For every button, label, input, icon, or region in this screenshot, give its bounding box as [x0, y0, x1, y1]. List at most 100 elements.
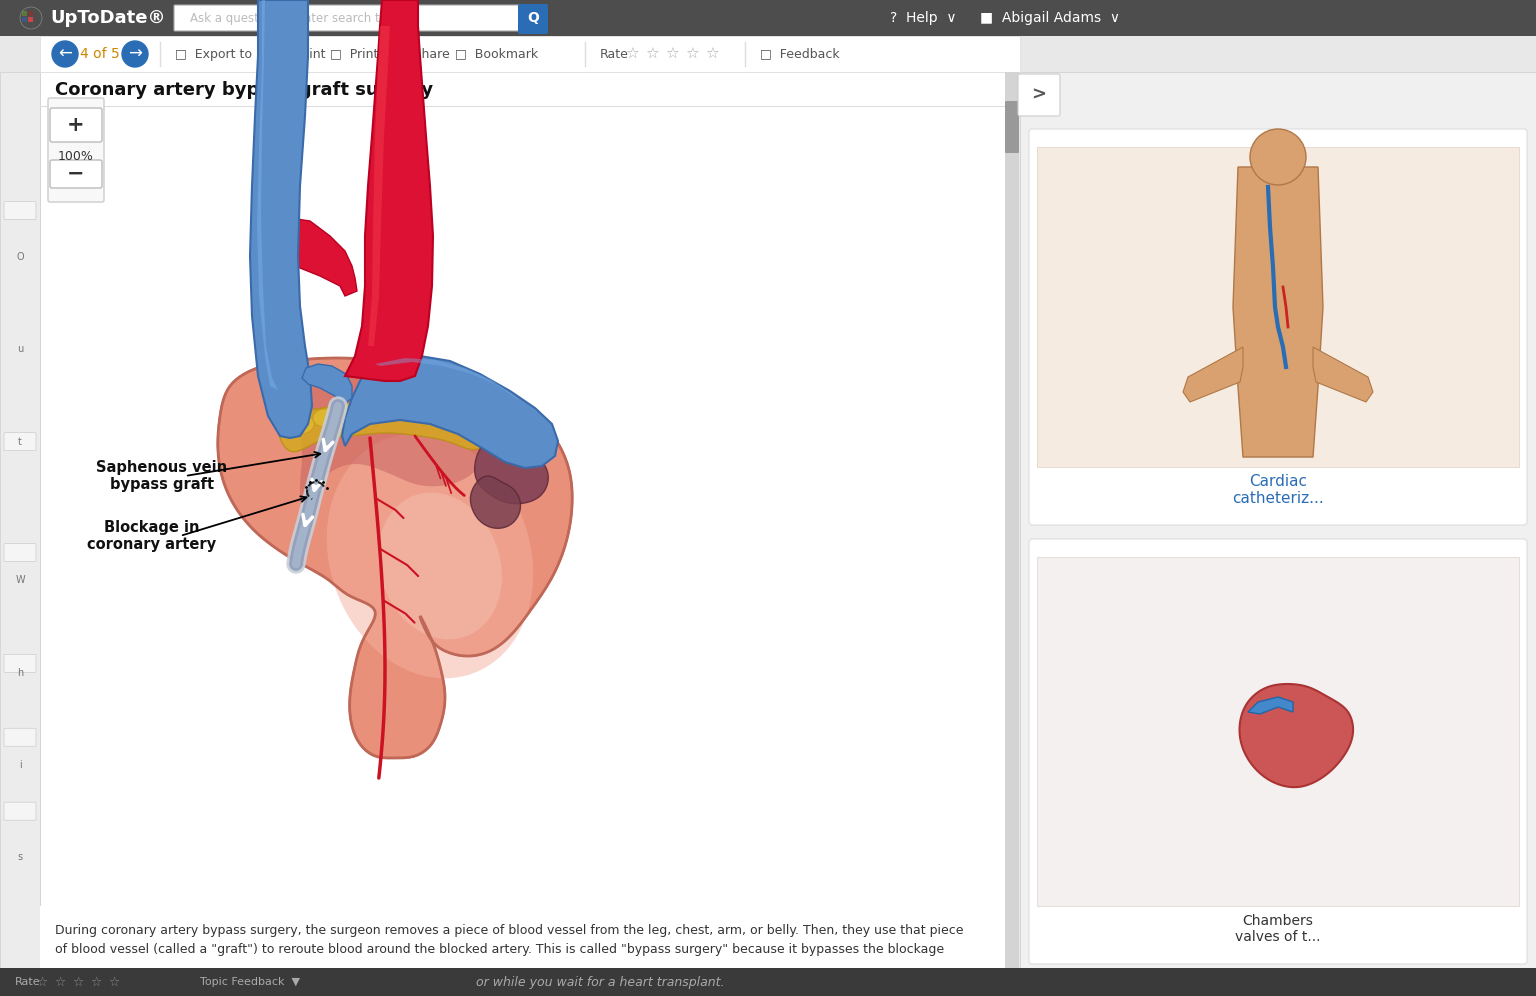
- Text: Coronary artery bypass graft surgery: Coronary artery bypass graft surgery: [55, 81, 433, 99]
- FancyBboxPatch shape: [1018, 74, 1060, 116]
- FancyBboxPatch shape: [1029, 129, 1527, 525]
- Text: ☆: ☆: [37, 975, 48, 988]
- Text: Ask a question or enter search terms: Ask a question or enter search terms: [190, 12, 410, 25]
- Text: Q: Q: [527, 11, 539, 25]
- FancyBboxPatch shape: [5, 201, 35, 219]
- Text: ☆: ☆: [665, 47, 679, 62]
- FancyBboxPatch shape: [28, 11, 32, 16]
- FancyBboxPatch shape: [5, 432, 35, 450]
- FancyBboxPatch shape: [1020, 72, 1536, 996]
- FancyBboxPatch shape: [40, 906, 1011, 996]
- Text: ☆: ☆: [72, 975, 83, 988]
- FancyBboxPatch shape: [1037, 557, 1519, 906]
- Polygon shape: [346, 0, 433, 381]
- FancyBboxPatch shape: [28, 17, 32, 22]
- Text: □  Feedback: □ Feedback: [760, 48, 840, 61]
- Ellipse shape: [327, 433, 533, 678]
- FancyBboxPatch shape: [1029, 539, 1527, 964]
- FancyBboxPatch shape: [174, 5, 525, 31]
- Text: During coronary artery bypass surgery, the surgeon removes a piece of blood vess: During coronary artery bypass surgery, t…: [55, 924, 963, 937]
- FancyBboxPatch shape: [5, 802, 35, 820]
- Text: ☆: ☆: [705, 47, 719, 62]
- Polygon shape: [369, 26, 390, 346]
- PathPatch shape: [1240, 684, 1353, 787]
- Text: ■  Abigail Adams  ∨: ■ Abigail Adams ∨: [980, 11, 1120, 25]
- Text: ←: ←: [58, 45, 72, 63]
- Text: Topic Feedback  ▼: Topic Feedback ▼: [200, 977, 300, 987]
- Text: W: W: [15, 576, 25, 586]
- Text: Saphenous vein
bypass graft: Saphenous vein bypass graft: [97, 460, 227, 492]
- Text: □  Export to Powerpoint: □ Export to Powerpoint: [175, 48, 326, 61]
- Text: ☆: ☆: [625, 47, 639, 62]
- Text: Chambers
valves of t...: Chambers valves of t...: [1235, 914, 1321, 944]
- Text: −: −: [68, 164, 84, 184]
- FancyBboxPatch shape: [0, 0, 1536, 36]
- FancyBboxPatch shape: [1037, 147, 1519, 467]
- Text: ☆: ☆: [91, 975, 101, 988]
- FancyBboxPatch shape: [1005, 72, 1018, 996]
- Polygon shape: [257, 0, 278, 390]
- FancyBboxPatch shape: [5, 654, 35, 672]
- FancyBboxPatch shape: [0, 968, 1536, 996]
- Circle shape: [121, 41, 147, 67]
- Text: ☆: ☆: [54, 975, 66, 988]
- Ellipse shape: [313, 409, 336, 427]
- Polygon shape: [267, 218, 356, 296]
- Ellipse shape: [343, 402, 369, 420]
- FancyBboxPatch shape: [0, 72, 40, 996]
- PathPatch shape: [300, 374, 490, 506]
- Polygon shape: [250, 0, 312, 438]
- FancyBboxPatch shape: [40, 36, 1020, 72]
- Ellipse shape: [402, 402, 427, 420]
- Text: Rate: Rate: [15, 977, 40, 987]
- Text: UpToDate®: UpToDate®: [51, 9, 166, 27]
- Text: ☆: ☆: [645, 47, 659, 62]
- Text: ☆: ☆: [685, 47, 699, 62]
- FancyBboxPatch shape: [40, 72, 1011, 996]
- Text: □  Print: □ Print: [330, 48, 378, 61]
- Ellipse shape: [378, 493, 502, 639]
- Text: or while you wait for a heart transplant.: or while you wait for a heart transplant…: [476, 975, 725, 988]
- Polygon shape: [375, 358, 521, 401]
- Polygon shape: [1247, 697, 1293, 714]
- Ellipse shape: [286, 414, 313, 434]
- Text: of blood vessel (called a "graft") to reroute blood around the blocked artery. T: of blood vessel (called a "graft") to re…: [55, 943, 945, 956]
- PathPatch shape: [475, 440, 548, 504]
- Text: O: O: [17, 252, 25, 262]
- Text: □  Bookmark: □ Bookmark: [455, 48, 538, 61]
- PathPatch shape: [218, 358, 573, 758]
- Text: +: +: [68, 115, 84, 135]
- Text: Blockage in
coronary artery: Blockage in coronary artery: [88, 520, 217, 552]
- Polygon shape: [303, 364, 352, 406]
- Text: h: h: [17, 667, 23, 677]
- FancyBboxPatch shape: [5, 728, 35, 746]
- FancyBboxPatch shape: [51, 160, 101, 188]
- Text: 4 of 5: 4 of 5: [80, 47, 120, 61]
- Text: ↗  Share: ↗ Share: [395, 48, 450, 61]
- Text: >: >: [1032, 86, 1046, 104]
- Polygon shape: [1313, 347, 1373, 402]
- Circle shape: [1250, 129, 1306, 185]
- Ellipse shape: [372, 398, 399, 418]
- Text: Rate: Rate: [601, 48, 628, 61]
- FancyBboxPatch shape: [48, 98, 104, 202]
- FancyBboxPatch shape: [518, 4, 548, 34]
- FancyBboxPatch shape: [22, 17, 28, 22]
- Text: ?  Help  ∨: ? Help ∨: [889, 11, 957, 25]
- Text: u: u: [17, 345, 23, 355]
- Text: Cardiac
catheteriz...: Cardiac catheteriz...: [1232, 474, 1324, 506]
- Circle shape: [52, 41, 78, 67]
- FancyBboxPatch shape: [22, 11, 28, 16]
- Text: t: t: [18, 436, 22, 446]
- Polygon shape: [1183, 347, 1243, 402]
- PathPatch shape: [278, 404, 488, 452]
- Text: ☆: ☆: [109, 975, 120, 988]
- Text: s: s: [17, 853, 23, 863]
- Text: i: i: [18, 760, 22, 770]
- Polygon shape: [1233, 167, 1322, 457]
- FancyBboxPatch shape: [5, 544, 35, 562]
- Text: →: →: [127, 45, 141, 63]
- Ellipse shape: [433, 412, 458, 430]
- Text: 100%: 100%: [58, 149, 94, 162]
- Polygon shape: [343, 356, 558, 468]
